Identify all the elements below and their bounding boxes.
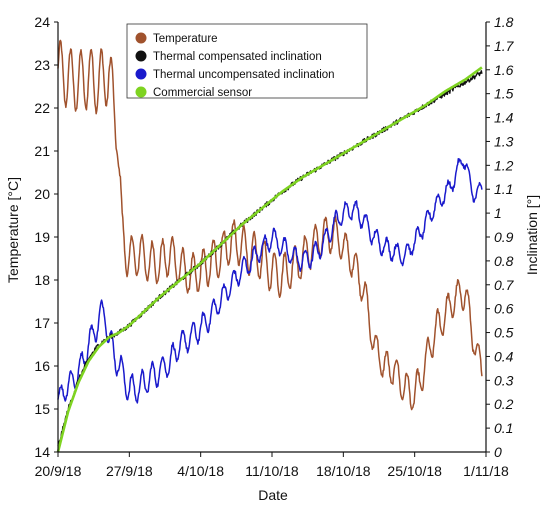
legend: Temperature Thermal compensated inclinati… bbox=[126, 23, 368, 99]
x-tick-label: 27/9/18 bbox=[106, 463, 153, 479]
x-tick-label: 11/10/18 bbox=[245, 463, 299, 479]
right-y-tick-label: 0.7 bbox=[494, 277, 515, 293]
left-y-tick-label: 20 bbox=[34, 186, 50, 202]
x-axis-title: Date bbox=[258, 487, 288, 503]
legend-label: Thermal uncompensated inclination bbox=[153, 69, 335, 81]
left-y-tick-label: 15 bbox=[34, 401, 50, 417]
left-y-tick-label: 22 bbox=[34, 100, 50, 116]
left-y-tick-label: 17 bbox=[34, 315, 50, 331]
right-y-tick-label: 1.8 bbox=[494, 14, 514, 30]
right-y-tick-label: 1.6 bbox=[494, 62, 514, 78]
legend-box bbox=[126, 23, 368, 99]
left-y-axis-title: Temperature [°C] bbox=[5, 177, 21, 283]
left-y-tick-label: 23 bbox=[34, 57, 50, 73]
right-y-tick-label: 1.5 bbox=[494, 86, 514, 102]
right-y-tick-label: 0.1 bbox=[494, 420, 513, 436]
legend-label: Thermal compensated inclination bbox=[153, 51, 322, 63]
x-tick-label: 20/9/18 bbox=[35, 463, 82, 479]
right-y-axis-title: Inclination [°] bbox=[524, 195, 540, 275]
legend-label: Commercial sensor bbox=[153, 87, 252, 99]
ticks: 14 15 16 17 18 19 20 21 22 23 24 0 0.1 0.2 0.3 0.4 0.5 0.… bbox=[34, 14, 514, 479]
left-y-tick-label: 21 bbox=[34, 143, 50, 159]
left-y-tick-label: 14 bbox=[34, 444, 50, 460]
legend-marker bbox=[135, 68, 147, 80]
legend-marker bbox=[135, 86, 147, 98]
right-y-tick-label: 1.7 bbox=[494, 38, 515, 54]
right-y-tick-label: 0.3 bbox=[494, 372, 514, 388]
right-y-tick-label: 0.6 bbox=[494, 301, 514, 317]
left-y-tick-label: 18 bbox=[34, 272, 50, 288]
legend-label: Temperature bbox=[153, 33, 218, 45]
series-line-commercial-sensor bbox=[56, 66, 483, 453]
x-tick-label: 4/10/18 bbox=[177, 463, 224, 479]
right-y-tick-label: 1 bbox=[494, 205, 502, 221]
left-y-tick-label: 19 bbox=[34, 229, 50, 245]
right-y-tick-label: 0.2 bbox=[494, 396, 514, 412]
x-tick-label: 1/11/18 bbox=[463, 463, 509, 479]
right-y-tick-label: 0.4 bbox=[494, 348, 514, 364]
right-y-tick-label: 1.1 bbox=[494, 181, 513, 197]
right-y-tick-label: 1.3 bbox=[494, 133, 514, 149]
x-tick-label: 25/10/18 bbox=[387, 463, 442, 479]
left-y-tick-label: 16 bbox=[34, 358, 50, 374]
x-tick-label: 18/10/18 bbox=[316, 463, 371, 479]
right-y-tick-label: 0.8 bbox=[494, 253, 514, 269]
right-y-tick-label: 1.4 bbox=[494, 110, 514, 126]
right-y-tick-label: 1.2 bbox=[494, 157, 514, 173]
left-y-tick-label: 24 bbox=[34, 14, 50, 30]
right-y-tick-label: 0.5 bbox=[494, 325, 514, 341]
series-line-thermal-compensated-inclination bbox=[57, 70, 483, 447]
series-line-thermal-uncompensated-inclination bbox=[57, 157, 483, 404]
right-y-tick-label: 0.9 bbox=[494, 229, 514, 245]
legend-marker bbox=[135, 50, 147, 62]
right-y-tick-label: 0 bbox=[494, 444, 502, 460]
legend-marker bbox=[135, 32, 147, 44]
series-line-temperature bbox=[57, 39, 483, 411]
series-lines bbox=[56, 39, 483, 453]
